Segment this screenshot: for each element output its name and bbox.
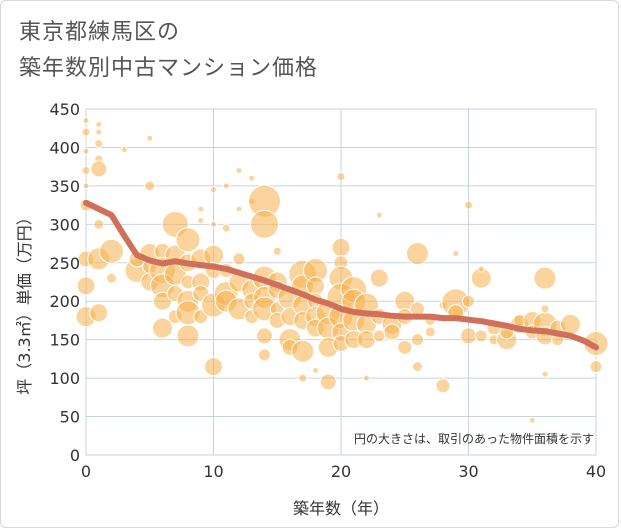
- y-tick-label: 150: [49, 331, 80, 350]
- data-point: [464, 200, 473, 210]
- data-point: [375, 211, 383, 219]
- data-point: [383, 323, 401, 341]
- data-point: [99, 238, 124, 264]
- data-point: [82, 117, 90, 125]
- data-point: [235, 167, 243, 175]
- data-point: [232, 252, 246, 266]
- y-tick-label: 0: [70, 446, 80, 465]
- trend-line: [83, 199, 599, 351]
- data-point: [258, 348, 271, 362]
- data-point: [589, 360, 603, 374]
- data-point: [175, 227, 201, 253]
- data-point: [197, 205, 205, 213]
- data-point: [176, 324, 200, 348]
- data-point: [204, 357, 223, 377]
- data-point: [235, 205, 243, 213]
- data-point: [462, 294, 475, 308]
- data-point: [331, 237, 351, 257]
- data-point: [336, 172, 346, 182]
- x-tick-label: 10: [203, 462, 223, 481]
- y-tick-label: 250: [49, 254, 80, 273]
- data-point: [95, 120, 103, 128]
- data-point: [153, 291, 172, 311]
- chart-title-line-1: 東京都練馬区の: [19, 20, 181, 45]
- y-tick-label: 100: [49, 369, 80, 388]
- data-point: [357, 330, 376, 350]
- y-tick-label: 200: [49, 292, 80, 311]
- y-tick-label: 400: [49, 138, 80, 157]
- x-tick-label: 20: [331, 462, 351, 481]
- bubble-size-note: 円の大きさは、取引のあった物件面積を示す: [354, 431, 594, 446]
- chart-title-line-2: 築年数別中古マンション価格: [19, 56, 319, 81]
- data-point: [560, 313, 581, 335]
- data-point: [256, 327, 273, 345]
- data-point: [369, 268, 389, 288]
- x-tick-label: 40: [586, 462, 606, 481]
- data-point: [272, 246, 282, 256]
- data-point: [412, 361, 423, 373]
- data-point: [460, 327, 477, 345]
- data-point: [106, 272, 117, 284]
- data-point: [93, 218, 105, 230]
- data-point: [197, 216, 205, 224]
- data-point: [89, 303, 109, 323]
- x-tick-label: 0: [81, 462, 91, 481]
- data-point: [250, 209, 279, 239]
- data-point: [411, 333, 424, 347]
- data-point: [95, 128, 103, 136]
- data-point: [528, 416, 536, 424]
- data-point: [363, 374, 370, 382]
- x-tick-labels: 0 10 20 30 40: [81, 462, 606, 481]
- data-point: [540, 304, 550, 314]
- y-tick-labels: 0 50 100 150 200 250 300 350 400 450: [49, 100, 80, 465]
- data-point: [81, 127, 91, 137]
- data-point: [435, 378, 451, 394]
- data-point: [222, 182, 230, 190]
- data-point: [424, 326, 436, 338]
- y-tick-label: 450: [49, 100, 80, 119]
- data-point: [82, 182, 90, 190]
- data-point: [397, 339, 413, 355]
- data-point: [541, 370, 549, 378]
- data-point: [452, 250, 460, 258]
- data-point: [319, 373, 337, 391]
- chart-title: 東京都練馬区の 築年数別中古マンション価格: [19, 15, 318, 87]
- y-tick-label: 350: [49, 177, 80, 196]
- x-tick-label: 30: [458, 462, 478, 481]
- y-tick-label: 50: [60, 408, 80, 427]
- data-point: [210, 186, 217, 194]
- data-point: [146, 134, 154, 142]
- y-axis-title: 坪（3.3㎡）単価（万円）: [15, 209, 34, 394]
- y-tick-label: 300: [49, 215, 80, 234]
- data-point: [291, 339, 315, 363]
- data-point: [94, 139, 104, 149]
- data-point: [90, 160, 108, 178]
- data-point: [477, 265, 485, 273]
- data-point: [406, 242, 429, 266]
- data-point: [221, 223, 231, 233]
- data-point: [372, 329, 386, 343]
- x-axis-title: 築年数（年）: [293, 499, 389, 518]
- data-point: [210, 220, 217, 228]
- data-point: [81, 166, 91, 176]
- data-point: [144, 180, 156, 192]
- data-point: [312, 366, 319, 374]
- data-point: [533, 266, 557, 290]
- data-point: [120, 146, 128, 154]
- data-point: [76, 276, 96, 296]
- data-point: [82, 147, 90, 155]
- data-point: [152, 317, 173, 339]
- data-point: [306, 276, 325, 296]
- data-point: [474, 329, 488, 343]
- data-point: [248, 174, 256, 182]
- data-point: [298, 373, 308, 383]
